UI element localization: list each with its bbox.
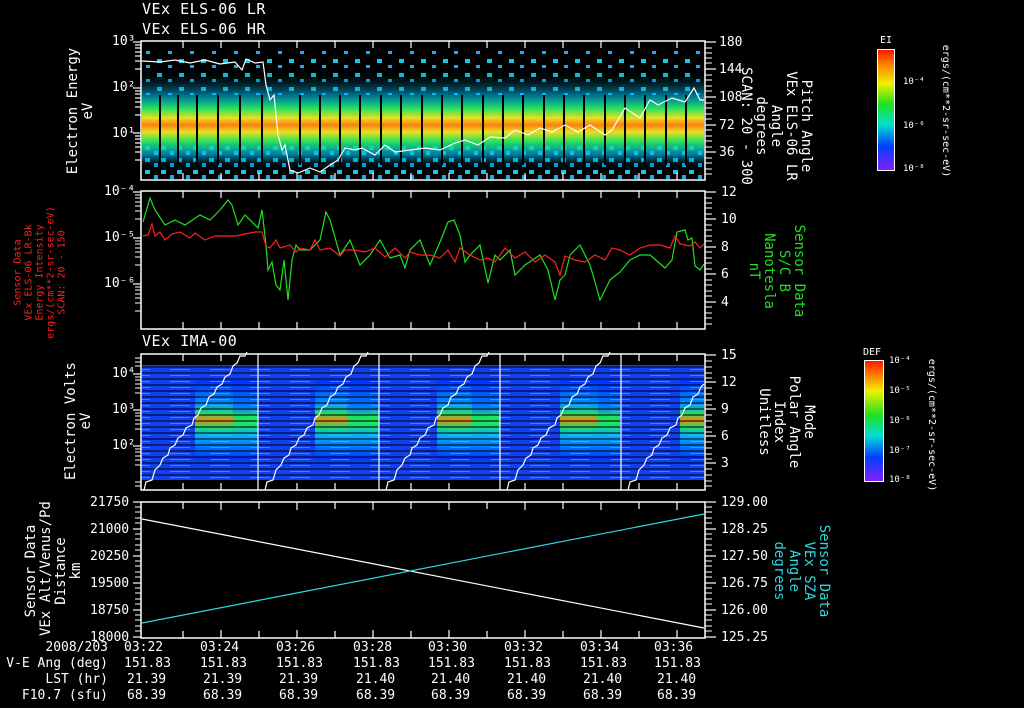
colorbar-ei-tick-2: 10⁻⁶ [903, 121, 925, 131]
colorbar-ei-title: EI [880, 35, 893, 46]
footer-ve-ang: 151.83 [276, 656, 323, 671]
p2-y2tick-12: 12 [721, 185, 737, 200]
footer-date-label: 2008/203 [45, 640, 108, 655]
title-ima: VEx IMA-00 [142, 332, 238, 350]
p4-ytick-21750: 21750 [90, 495, 130, 510]
colorbar-def-tick-2: 10⁻⁵ [889, 386, 911, 396]
p4-y2tick-127.5: 127.50 [721, 549, 768, 564]
colorbar-def-tick-5: 10⁻⁸ [889, 475, 911, 485]
p1-ytick-1e3: 10³ [112, 34, 136, 49]
footer-ve-ang: 151.83 [654, 656, 701, 671]
p3-y2tick-3: 3 [721, 456, 729, 471]
footer-f107: 68.39 [657, 688, 697, 703]
p2-y2tick-6: 6 [721, 267, 729, 282]
p4-left-axis-label: Sensor Data VEx Alt/Venus/Pd Distance km [23, 501, 84, 636]
p4-y2tick-128.25: 128.25 [721, 522, 768, 537]
p4-y2tick-126: 126.00 [721, 603, 768, 618]
p1-y2tick-180: 180 [719, 35, 743, 50]
p4-right-axis-label: Sensor Data VEx SZA Angle degrees [771, 524, 832, 618]
footer-row-ve-ang: V-E Ang (deg) 151.83 151.83 151.83 151.8… [0, 656, 720, 671]
p4-ytick-18750: 18750 [90, 603, 130, 618]
p4-ytick-19500: 19500 [90, 576, 130, 591]
footer-lst: 21.40 [657, 672, 697, 687]
footer-row-lst: LST (hr) 21.39 21.39 21.39 21.40 21.40 2… [0, 672, 720, 687]
p3-y2tick-15: 15 [721, 348, 737, 363]
p3-y2tick-9: 9 [721, 402, 729, 417]
p4-ytick-20250: 20250 [90, 549, 130, 564]
title-els-hr: VEx ELS-06 HR [142, 20, 266, 38]
footer-f107: 68.39 [507, 688, 547, 703]
p2-ytick-1e-5: 10⁻⁵ [104, 230, 136, 245]
footer-time: 03:36 [654, 640, 694, 655]
p4-y2tick-129: 129.00 [721, 495, 768, 510]
colorbar-def-tick-3: 10⁻⁶ [889, 416, 911, 426]
p1-y2tick-72: 72 [719, 118, 735, 133]
footer-ve-ang: 151.83 [504, 656, 551, 671]
footer-lst: 21.39 [279, 672, 319, 687]
p2-y2tick-4: 4 [721, 295, 729, 310]
p4-ytick-21000: 21000 [90, 522, 130, 537]
footer-ve-ang: 151.83 [580, 656, 627, 671]
footer-f107: 68.39 [356, 688, 396, 703]
footer-time: 03:26 [276, 640, 316, 655]
footer-time: 03:22 [124, 640, 164, 655]
footer-lst-label: LST (hr) [45, 672, 108, 687]
colorbar-def-tick-4: 10⁻⁷ [889, 446, 911, 456]
footer-ve-ang: 151.83 [124, 656, 171, 671]
footer-f107: 68.39 [279, 688, 319, 703]
footer-f107-label: F10.7 (sfu) [21, 688, 108, 703]
colorbar-ei-tick-3: 10⁻⁸ [903, 164, 925, 174]
footer-f107: 68.39 [127, 688, 167, 703]
colorbar-ei [877, 49, 895, 171]
title-els-lr: VEx ELS-06 LR [142, 0, 266, 18]
footer-lst: 21.40 [431, 672, 471, 687]
footer-ve-ang: 151.83 [353, 656, 400, 671]
p2-y2tick-8: 8 [721, 240, 729, 255]
footer-lst: 21.39 [203, 672, 243, 687]
colorbar-def-title: DEF [863, 347, 882, 358]
p4-y2tick-125.25: 125.25 [721, 630, 768, 645]
p2-ytick-1e-4: 10⁻⁴ [104, 184, 136, 199]
footer-ve-ang: 151.83 [428, 656, 475, 671]
p3-ytick-1e2: 10² [112, 438, 136, 453]
footer-lst: 21.40 [583, 672, 623, 687]
p4-y2tick-126.75: 126.75 [721, 576, 768, 591]
footer-ve-ang: 151.83 [200, 656, 247, 671]
footer-time: 03:24 [200, 640, 240, 655]
footer-f107: 68.39 [583, 688, 623, 703]
p2-y2tick-10: 10 [721, 212, 737, 227]
colorbar-def-tick-1: 10⁻⁴ [889, 356, 911, 366]
colorbar-ei-tick-1: 10⁻⁴ [903, 77, 925, 87]
footer-time: 03:28 [353, 640, 393, 655]
footer-ve-ang-label: V-E Ang (deg) [6, 656, 108, 671]
colorbar-def [864, 360, 884, 482]
footer-f107: 68.39 [203, 688, 243, 703]
footer-time: 03:30 [428, 640, 468, 655]
p3-ytick-1e4: 10⁴ [112, 366, 136, 381]
footer-time: 03:32 [504, 640, 544, 655]
p3-y2tick-12: 12 [721, 375, 737, 390]
p1-y2tick-36: 36 [719, 145, 735, 160]
p1-y2tick-144: 144 [719, 62, 743, 77]
footer-time: 03:34 [580, 640, 620, 655]
p3-y2tick-6: 6 [721, 429, 729, 444]
footer-lst: 21.40 [356, 672, 396, 687]
footer-f107: 68.39 [431, 688, 471, 703]
p4-ytick-18000: 18000 [90, 630, 130, 645]
footer-row-f107: F10.7 (sfu) 68.39 68.39 68.39 68.39 68.3… [0, 688, 720, 703]
footer-row-time: 2008/203 03:22 03:24 03:26 03:28 03:30 0… [0, 640, 720, 655]
p1-ytick-1e2: 10² [112, 80, 136, 95]
footer-lst: 21.40 [507, 672, 547, 687]
footer-lst: 21.39 [127, 672, 167, 687]
p1-ytick-1e1: 10¹ [112, 126, 136, 141]
p3-ytick-1e3: 10³ [112, 402, 136, 417]
p1-y2tick-108: 108 [719, 90, 743, 105]
p2-ytick-1e-6: 10⁻⁶ [104, 276, 136, 291]
